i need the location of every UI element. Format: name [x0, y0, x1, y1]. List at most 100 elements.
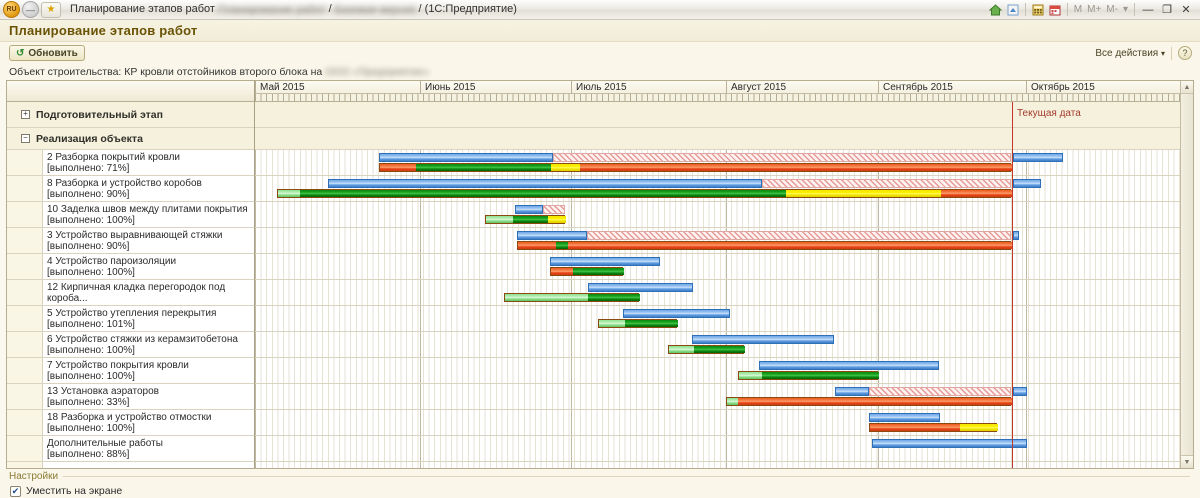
gantt-bar-actual[interactable]: [550, 267, 624, 276]
scroll-up-arrow[interactable]: ▲: [1181, 81, 1193, 94]
tree-task-row[interactable]: 13 Установка аэраторов [выполнено: 33%]: [7, 384, 254, 410]
gantt-bar-planned[interactable]: [1013, 179, 1041, 188]
tree-task-row[interactable]: 18 Разборка и устройство отмостки [выполн…: [7, 410, 254, 436]
timeline-task-row[interactable]: [255, 280, 1193, 306]
gantt-bar-planned[interactable]: [692, 335, 834, 344]
current-date-label: Текущая дата: [1017, 108, 1081, 119]
task-progress-label: [выполнено: 90%]: [47, 188, 130, 200]
timeline-group-row[interactable]: [255, 102, 1193, 128]
tree-group-inner: + Подготовительный этап: [21, 109, 254, 121]
gantt-bar-actual[interactable]: [379, 163, 1012, 172]
fit-screen-checkbox[interactable]: ✔: [10, 485, 21, 497]
tree-row-list: + Подготовительный этап − Реализация объект…: [7, 102, 254, 462]
gantt-bar-actual[interactable]: [277, 189, 1012, 198]
gantt-bar-planned[interactable]: [872, 439, 1027, 448]
calendar-icon[interactable]: [1047, 2, 1063, 17]
timeline-task-row[interactable]: [255, 358, 1193, 384]
gantt-bar-planned[interactable]: [328, 179, 762, 188]
gantt-bar-actual[interactable]: [869, 423, 998, 432]
gantt-bar-actual[interactable]: [504, 293, 640, 302]
gantt-bar-planned[interactable]: [379, 153, 553, 162]
chevron-down-icon[interactable]: ▾: [1122, 4, 1128, 15]
tree-task-row[interactable]: 5 Устройство утепления перекрытия [выполн…: [7, 306, 254, 332]
tree-task-row[interactable]: 8 Разборка и устройство коробов [выполнен…: [7, 176, 254, 202]
month-gridline: [726, 102, 727, 468]
memory-m-button[interactable]: M: [1073, 4, 1083, 15]
restore-button[interactable]: ❐: [1162, 4, 1172, 16]
gantt-bar-planned[interactable]: [869, 413, 940, 422]
all-actions-menu[interactable]: Все действия ▾: [1095, 48, 1165, 59]
gantt-bar-actual[interactable]: [598, 319, 678, 328]
gantt-bar-planned[interactable]: [550, 257, 660, 266]
timeline-task-row[interactable]: [255, 228, 1193, 254]
minus-circle-glyph: —: [26, 4, 35, 15]
help-button[interactable]: ?: [1178, 46, 1192, 60]
gantt-bar-segment-red: [551, 268, 573, 275]
gantt-bar-planned[interactable]: [835, 387, 869, 396]
timeline-task-row[interactable]: [255, 306, 1193, 332]
refresh-button-label: Обновить: [28, 47, 78, 59]
gantt-bar-overdue[interactable]: [587, 231, 1011, 240]
timeline-task-row[interactable]: [255, 254, 1193, 280]
gantt-bar-planned[interactable]: [1013, 387, 1027, 396]
gantt-bar-planned[interactable]: [588, 283, 693, 292]
memory-m-plus-button[interactable]: M+: [1087, 4, 1102, 15]
gantt-bar-planned[interactable]: [1013, 231, 1019, 240]
timeline-task-row[interactable]: [255, 410, 1193, 436]
timeline-task-row[interactable]: [255, 150, 1193, 176]
tree-task-row[interactable]: 6 Устройство стяжки из керамзитобетона [в…: [7, 332, 254, 358]
refresh-button[interactable]: ↺ Обновить: [9, 45, 85, 61]
home-icon[interactable]: [988, 2, 1004, 17]
task-name: 7 Устройство покрытия кровли: [47, 359, 189, 371]
tree-task-row[interactable]: 2 Разборка покрытий кровли [выполнено: 71…: [7, 150, 254, 176]
gantt-bar-planned[interactable]: [1013, 153, 1063, 162]
gantt-bar-segment-red: [870, 424, 960, 431]
gantt-bar-actual[interactable]: [738, 371, 879, 380]
memory-m-minus-button[interactable]: M-: [1106, 4, 1118, 15]
gantt-bar-segment-green: [513, 216, 548, 223]
gantt-bar-overdue[interactable]: [543, 205, 565, 214]
timeline-group-row[interactable]: [255, 128, 1193, 150]
tree-group-row[interactable]: + Подготовительный этап: [7, 102, 254, 128]
timeline-task-row[interactable]: [255, 176, 1193, 202]
vertical-scrollbar[interactable]: ▲ ▼: [1180, 81, 1193, 468]
fit-screen-row[interactable]: ✔ Уместить на экране: [0, 484, 1200, 498]
collapse-icon[interactable]: −: [21, 134, 30, 143]
tree-group-row[interactable]: − Реализация объекта: [7, 128, 254, 150]
tree-task-row[interactable]: 4 Устройство пароизоляции [выполнено: 100…: [7, 254, 254, 280]
minimize-button[interactable]: —: [1142, 3, 1154, 16]
close-button[interactable]: ✕: [1181, 4, 1191, 16]
calculator-icon[interactable]: [1030, 2, 1046, 17]
tree-task-row[interactable]: 12 Кирпичная кладка перегородок под короб…: [7, 280, 254, 306]
window-tab-title: Планирование этапов работ: [70, 3, 215, 16]
gantt-bar-actual[interactable]: [726, 397, 1012, 406]
task-progress-label: [выполнено: 100%]: [47, 422, 135, 434]
gantt-bar-overdue[interactable]: [553, 153, 1011, 162]
timeline-task-row[interactable]: [255, 202, 1193, 228]
gantt-bar-actual[interactable]: [668, 345, 745, 354]
tree-task-row[interactable]: 7 Устройство покрытия кровли [выполнено: …: [7, 358, 254, 384]
scroll-down-arrow[interactable]: ▼: [1181, 455, 1193, 468]
tree-task-row[interactable]: 3 Устройство выравнивающей стяжки [выполн…: [7, 228, 254, 254]
open-window-icon[interactable]: [1005, 2, 1021, 17]
gantt-bar-actual[interactable]: [485, 215, 566, 224]
favorites-star-icon[interactable]: ★: [41, 1, 61, 18]
window-title-separator-2: /: [418, 3, 425, 16]
timeline-task-row[interactable]: [255, 436, 1193, 462]
timeline-task-row[interactable]: [255, 332, 1193, 358]
timeline-task-row[interactable]: [255, 384, 1193, 410]
gantt-bar-overdue[interactable]: [869, 387, 1011, 396]
gantt-bar-planned[interactable]: [517, 231, 587, 240]
gantt-bar-planned[interactable]: [515, 205, 543, 214]
minus-circle-icon[interactable]: —: [22, 1, 39, 18]
gantt-bar-planned[interactable]: [623, 309, 730, 318]
tree-task-row[interactable]: Дополнительные работы [выполнено: 88%]: [7, 436, 254, 462]
gantt-bar-overdue[interactable]: [762, 179, 1011, 188]
gantt-bar-segment-green: [556, 242, 568, 249]
tree-task-row[interactable]: 10 Заделка швов между плитами покрытия [в…: [7, 202, 254, 228]
gantt-bar-planned[interactable]: [759, 361, 939, 370]
locale-icon[interactable]: RU: [3, 1, 20, 18]
app-header: Планирование этапов работ: [0, 20, 1200, 42]
gantt-bar-actual[interactable]: [517, 241, 1012, 250]
expand-icon[interactable]: +: [21, 110, 30, 119]
